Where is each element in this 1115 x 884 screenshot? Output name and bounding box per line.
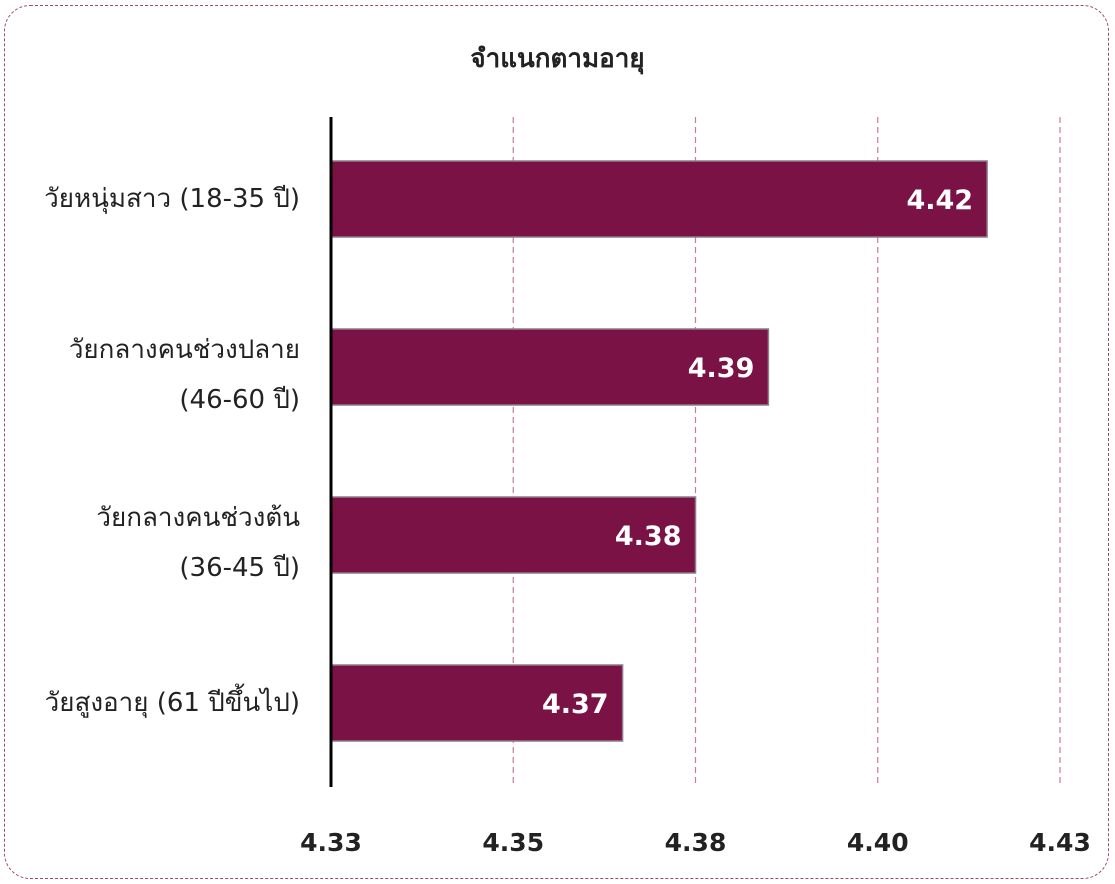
category-label-line: วัยกลางคนช่วงปลาย [68,335,300,365]
category-label-line: (36-45 ปี) [179,553,300,583]
bar [330,160,988,238]
category-label-line: วัยกลางคนช่วงต้น [96,503,300,533]
x-tick-label: 4.33 [300,828,362,857]
bar [330,328,770,406]
data-label: 4.42 [906,185,973,216]
category-label: วัยสูงอายุ (61 ปีขึ้นไป) [0,678,300,728]
category-label-line: (46-60 ปี) [179,385,300,415]
category-label-line: วัยสูงอายุ (61 ปีขึ้นไป) [44,688,300,718]
chart-title: จำแนกตามอายุ [470,44,645,74]
bar [330,664,624,742]
chart-frame [4,5,1109,879]
x-tick-label: 4.38 [665,828,727,857]
category-label-line: วัยหนุ่มสาว (18-35 ปี) [44,184,300,214]
x-tick-label: 4.40 [847,828,909,857]
x-tick-label: 4.35 [482,828,544,857]
category-label: วัยกลางคนช่วงต้น (36-45 ปี) [0,493,300,593]
bar [330,496,697,574]
data-label: 4.37 [542,689,609,720]
data-label: 4.38 [615,521,682,552]
x-tick-label: 4.43 [1029,828,1091,857]
data-label: 4.39 [688,353,755,384]
category-label: วัยหนุ่มสาว (18-35 ปี) [0,174,300,224]
category-label: วัยกลางคนช่วงปลาย (46-60 ปี) [0,325,300,425]
